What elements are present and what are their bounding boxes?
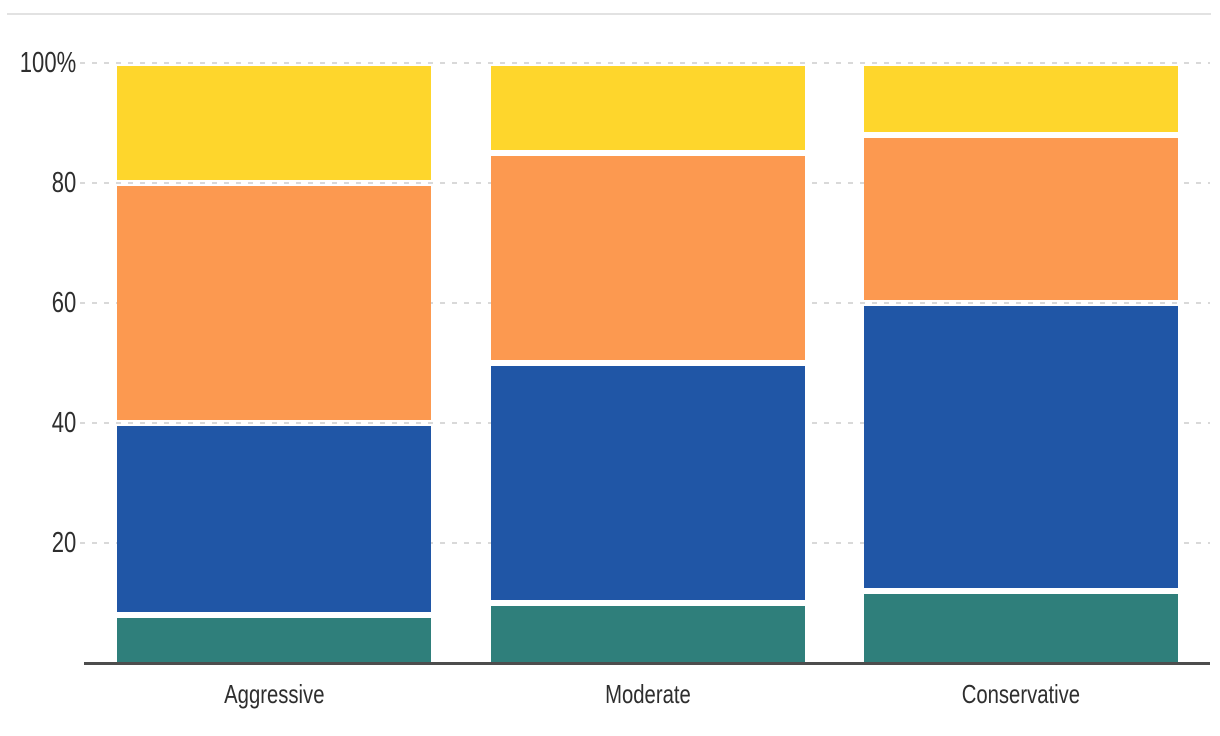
category-label-aggressive: Aggressive — [117, 678, 431, 710]
bar-segment-yellow-conservative — [864, 66, 1178, 132]
category-label-conservative: Conservative — [864, 678, 1178, 710]
bar-segment-teal-aggressive — [117, 618, 431, 663]
category-label-moderate: Moderate — [491, 678, 805, 710]
bar-segment-teal-moderate — [490, 606, 805, 663]
y-tick-text: 80 — [51, 167, 76, 199]
bar-segment-orange-aggressive — [117, 186, 431, 420]
top-divider-line — [7, 13, 1211, 15]
y-tick-label: 40 — [0, 408, 76, 438]
category-label-text: Aggressive — [223, 679, 325, 709]
bar-conservative — [864, 63, 1178, 663]
bar-aggressive — [117, 63, 431, 663]
x-axis-line — [84, 662, 1210, 665]
y-tick-text: 100% — [19, 47, 76, 79]
bar-segment-yellow-moderate — [490, 66, 805, 150]
bar-segment-blue-conservative — [864, 306, 1178, 588]
category-label-text: Conservative — [961, 679, 1081, 709]
y-tick-label: 100% — [0, 48, 76, 78]
bar-segment-yellow-aggressive — [117, 66, 431, 180]
y-tick-text: 60 — [51, 287, 76, 319]
bar-segment-orange-conservative — [864, 138, 1178, 300]
y-tick-text: 20 — [51, 527, 76, 559]
y-tick-label: 20 — [0, 528, 76, 558]
bar-segment-blue-aggressive — [117, 426, 431, 612]
plot-area: 20 40 60 80 100% — [0, 48, 1220, 665]
bar-segment-teal-conservative — [864, 594, 1178, 663]
category-label-text: Moderate — [604, 679, 691, 709]
bar-moderate — [490, 63, 805, 663]
gridline — [80, 62, 1210, 64]
y-tick-label: 80 — [0, 168, 76, 198]
y-tick-text: 40 — [51, 407, 76, 439]
bar-segment-blue-moderate — [490, 366, 805, 600]
y-tick-label: 60 — [0, 288, 76, 318]
bar-segment-orange-moderate — [490, 156, 805, 360]
